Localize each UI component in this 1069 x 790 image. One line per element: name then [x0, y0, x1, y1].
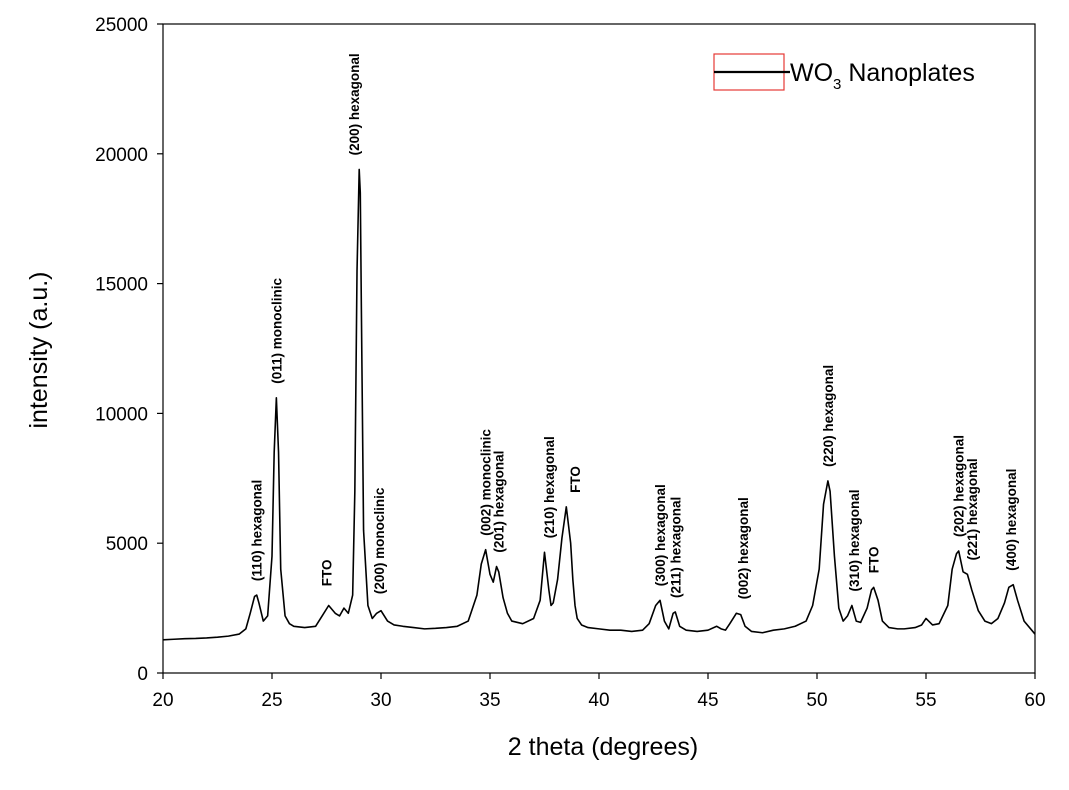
- x-tick-label: 30: [370, 690, 391, 711]
- x-tick-label: 50: [806, 690, 827, 711]
- peak-annotation: (221) hexagonal: [965, 458, 980, 560]
- peak-annotation: (400) hexagonal: [1004, 469, 1019, 571]
- y-tick-label: 15000: [95, 275, 148, 296]
- legend-label: WO3 Nanoplates: [790, 59, 975, 93]
- y-tick-label: 10000: [95, 404, 148, 425]
- y-axis-title: intensity (a.u.): [25, 271, 53, 428]
- legend-label-rest: Nanoplates: [841, 59, 974, 87]
- peak-annotation: (220) hexagonal: [821, 365, 836, 467]
- axes: 20 25 30 35 40 45 50 55 60 0 5000 10000 15000 20000 25…: [95, 15, 1045, 711]
- x-tick-label: 20: [152, 690, 173, 711]
- y-tick-label: 20000: [95, 145, 148, 166]
- peak-annotation: (202) hexagonal: [952, 435, 967, 537]
- y-tick-label: 5000: [106, 534, 148, 555]
- peak-annotation: (200) hexagonal: [347, 53, 362, 155]
- x-axis-title: 2 theta (degrees): [508, 733, 698, 761]
- peak-annotation: (110) hexagonal: [250, 480, 265, 581]
- peak-annotation: (002) monoclinic: [479, 429, 494, 536]
- y-tick-label: 25000: [95, 15, 148, 36]
- plot-area: [162, 168, 1036, 641]
- peak-annotation: (210) hexagonal: [542, 436, 557, 538]
- peak-annotation: (011) monoclinic: [269, 278, 284, 384]
- series-line: [162, 168, 1036, 641]
- legend-label-sub: 3: [833, 76, 841, 93]
- y-tick-label: 0: [137, 664, 148, 685]
- peak-annotation: (211) hexagonal: [668, 497, 683, 598]
- x-tick-label: 35: [479, 690, 500, 711]
- x-tick-label: 55: [915, 690, 936, 711]
- peak-annotation: (300) hexagonal: [653, 484, 668, 586]
- peak-annotation: (201) hexagonal: [492, 451, 507, 553]
- legend-label-main: WO: [790, 59, 833, 87]
- peak-annotation: (310) hexagonal: [847, 489, 862, 591]
- x-tick-label: 40: [588, 690, 609, 711]
- plot-frame: [162, 23, 1036, 674]
- x-tick-label: 45: [697, 690, 718, 711]
- x-tick-label: 60: [1024, 690, 1045, 711]
- peak-annotation: FTO: [320, 560, 335, 587]
- peak-annotation: (002) hexagonal: [736, 497, 751, 599]
- peak-annotations: (110) hexagonal (011) monoclinic FTO (200) …: [250, 53, 1019, 599]
- x-tick-label: 25: [261, 690, 282, 711]
- peak-annotation: (200) monoclinic: [372, 487, 387, 594]
- peak-annotation: FTO: [568, 466, 583, 493]
- peak-annotation: FTO: [867, 547, 882, 574]
- legend: WO3 Nanoplates: [713, 53, 975, 93]
